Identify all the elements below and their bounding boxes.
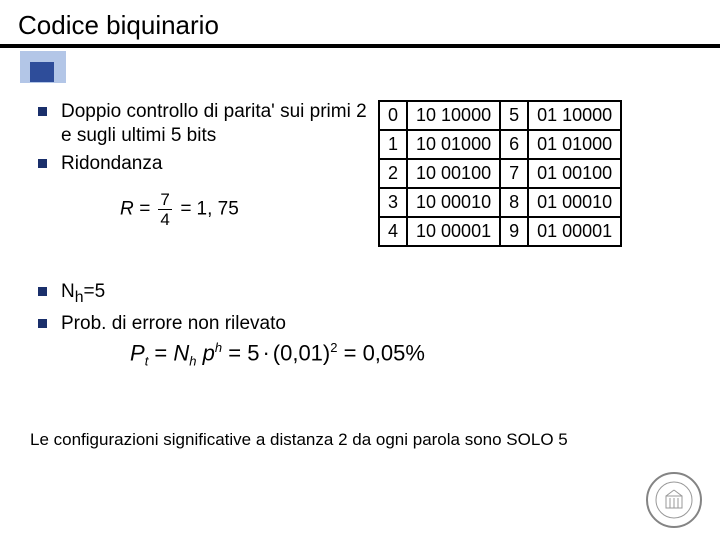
cell: 10 01000	[407, 130, 500, 159]
seal-svg	[654, 480, 694, 520]
nh-h: h	[189, 354, 196, 369]
eq: =	[337, 340, 362, 365]
bullet-text: Doppio controllo di parita' sui primi 2 …	[61, 100, 368, 148]
nh-n: N	[173, 340, 189, 365]
cell: 01 01000	[528, 130, 621, 159]
five: 5	[247, 340, 259, 365]
bullet-text: Nh=5	[61, 280, 105, 308]
page-title: Codice biquinario	[18, 10, 219, 41]
cell: 01 10000	[528, 101, 621, 130]
formula-r: R	[120, 199, 134, 220]
p: p	[197, 340, 215, 365]
lparen: (	[273, 340, 280, 365]
accent-box-inner	[30, 62, 54, 82]
bottom-note: Le configurazioni significative a distan…	[30, 430, 568, 450]
bullet-icon	[38, 319, 47, 328]
cell: 10 00010	[407, 188, 500, 217]
cell: 7	[500, 159, 528, 188]
fraction: 74	[158, 190, 171, 229]
bullet-text: Prob. di errore non rilevato	[61, 312, 286, 336]
cell: 01 00001	[528, 217, 621, 246]
table-row: 3 10 00010 8 01 00010	[379, 188, 621, 217]
cell: 0	[379, 101, 407, 130]
formula-eq: =	[134, 199, 156, 220]
bullet-text: Ridondanza	[61, 152, 162, 176]
bullets-top: Doppio controllo di parita' sui primi 2 …	[38, 100, 368, 179]
title-underline	[0, 44, 720, 48]
eq: =	[148, 340, 173, 365]
biquinary-table: 0 10 10000 5 01 10000 1 10 01000 6 01 01…	[378, 100, 622, 247]
cell: 10 00100	[407, 159, 500, 188]
table-row: 2 10 00100 7 01 00100	[379, 159, 621, 188]
table-row: 1 10 01000 6 01 01000	[379, 130, 621, 159]
zz: 0,01	[280, 340, 323, 365]
numerator: 7	[158, 190, 171, 209]
bullets-bottom: Nh=5 Prob. di errore non rilevato	[38, 280, 438, 339]
cell: 4	[379, 217, 407, 246]
eq: =	[222, 340, 247, 365]
cell: 6	[500, 130, 528, 159]
cell: 10 10000	[407, 101, 500, 130]
cell: 2	[379, 159, 407, 188]
list-item: Nh=5	[38, 280, 438, 308]
denominator: 4	[158, 210, 171, 229]
nh-rest: =5	[84, 281, 106, 302]
formula-value: 1, 75	[197, 199, 239, 220]
bullet-icon	[38, 107, 47, 116]
cell: 9	[500, 217, 528, 246]
table-row: 4 10 00001 9 01 00001	[379, 217, 621, 246]
university-seal-icon	[646, 472, 702, 528]
list-item: Ridondanza	[38, 152, 368, 176]
cell: 01 00010	[528, 188, 621, 217]
bullet-icon	[38, 287, 47, 296]
formula-probability: Pt = Nh ph = 5·(0,01)2 = 0,05%	[130, 340, 425, 369]
cell: 8	[500, 188, 528, 217]
cell: 5	[500, 101, 528, 130]
cell: 01 00100	[528, 159, 621, 188]
dot: ·	[259, 340, 272, 365]
formula-redundancy: R = 74 = 1, 75	[120, 190, 239, 229]
formula-eq: =	[175, 199, 197, 220]
cell: 10 00001	[407, 217, 500, 246]
list-item: Doppio controllo di parita' sui primi 2 …	[38, 100, 368, 148]
cell: 1	[379, 130, 407, 159]
nh-n: N	[61, 281, 75, 302]
nh-h: h	[75, 289, 84, 306]
cell: 3	[379, 188, 407, 217]
bullet-icon	[38, 159, 47, 168]
list-item: Prob. di errore non rilevato	[38, 312, 438, 336]
result: 0,05%	[363, 340, 425, 365]
table-row: 0 10 10000 5 01 10000	[379, 101, 621, 130]
pt-p: P	[130, 340, 145, 365]
